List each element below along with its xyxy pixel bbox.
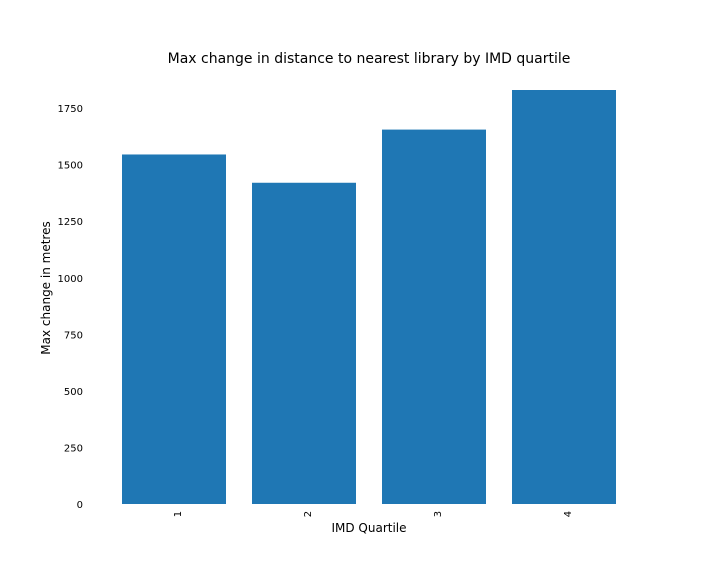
x-tick-label: 1 bbox=[173, 511, 184, 517]
bar-quartile-1 bbox=[122, 154, 226, 504]
bars-group bbox=[122, 90, 616, 505]
y-tick-label: 750 bbox=[64, 330, 83, 341]
y-ticks-group: 0 250 500 750 1000 1250 1500 1750 bbox=[58, 104, 83, 511]
x-axis-label: IMD Quartile bbox=[331, 521, 406, 535]
chart-title: Max change in distance to nearest librar… bbox=[168, 51, 571, 67]
y-axis-label: Max change in metres bbox=[39, 221, 53, 354]
x-tick-label: 3 bbox=[433, 511, 444, 517]
y-tick-label: 1750 bbox=[58, 104, 83, 115]
y-tick-label: 1000 bbox=[58, 274, 83, 285]
y-tick-label: 0 bbox=[77, 500, 83, 511]
y-tick-label: 500 bbox=[64, 387, 83, 398]
y-tick-label: 1500 bbox=[58, 161, 83, 172]
bar-quartile-4 bbox=[512, 90, 616, 504]
y-tick-label: 1250 bbox=[58, 217, 83, 228]
bar-quartile-2 bbox=[252, 182, 356, 505]
bar-quartile-3 bbox=[382, 129, 486, 505]
x-ticks-group: 1 2 3 4 bbox=[173, 511, 574, 517]
x-tick-label: 2 bbox=[303, 511, 314, 517]
x-tick-label: 4 bbox=[563, 511, 574, 517]
y-tick-label: 250 bbox=[64, 443, 83, 454]
